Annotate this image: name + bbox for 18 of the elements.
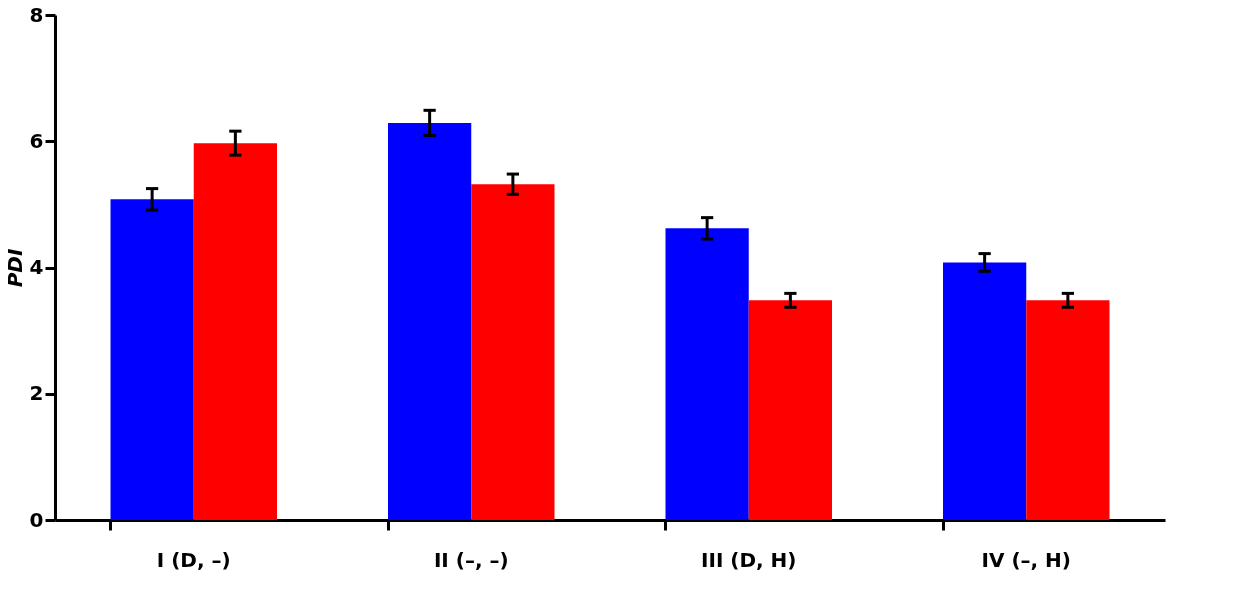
bar — [1026, 300, 1110, 520]
bar — [471, 184, 555, 520]
y-tick-label: 4 — [29, 255, 44, 279]
y-tick-label: 6 — [29, 128, 44, 153]
y-tick-label: 2 — [29, 381, 44, 406]
bar — [110, 199, 194, 520]
bar — [748, 300, 832, 520]
bar — [193, 143, 277, 520]
y-axis-title: PDI — [2, 248, 27, 288]
x-tick-label: III (D, H) — [701, 547, 797, 572]
x-tick-label: I (D, –) — [156, 547, 231, 572]
y-tick-label: 8 — [29, 2, 44, 27]
bar — [388, 122, 472, 520]
y-tick-label: 0 — [29, 507, 44, 532]
bar — [665, 228, 749, 520]
x-tick-label: II (–, –) — [433, 547, 509, 572]
bar — [943, 262, 1027, 520]
x-tick-label: IV (–, H) — [981, 547, 1071, 572]
